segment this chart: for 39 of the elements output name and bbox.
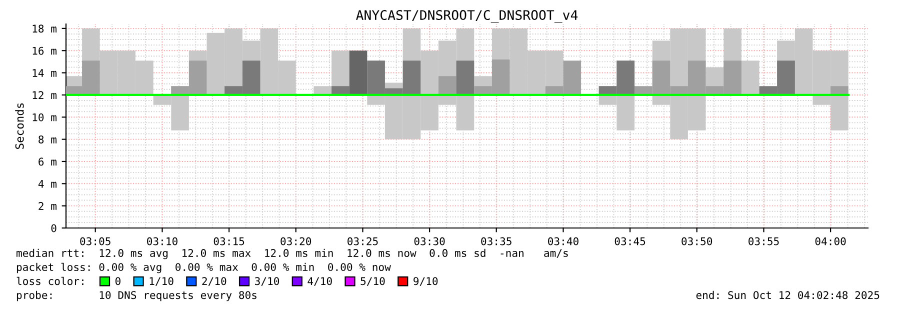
legend-label: 2/10: [202, 277, 226, 286]
text: packet loss: 0.00 % avg 0.00 % max 0.00 % min 0.00 % now: [16, 262, 391, 274]
y-tick-label: 14 m: [32, 69, 56, 77]
bar: [456, 60, 474, 95]
y-tick-label: 0: [51, 224, 56, 232]
y-tick-label: 4 m: [38, 180, 56, 188]
chart-title: ANYCAST/DNSROOT/C_DNSROOT_v4: [356, 10, 578, 23]
x-tick-label: 04:00: [815, 237, 846, 246]
y-tick-label: 16 m: [32, 46, 56, 55]
x-tick-label: 03:55: [748, 237, 779, 246]
legend-label: 5/10: [360, 277, 385, 286]
y-tick-label: 10 m: [32, 113, 56, 122]
x-tick-label: 03:45: [614, 237, 646, 246]
x-tick-label: 03:15: [214, 237, 244, 246]
x-tick-label: 03:20: [280, 237, 312, 246]
y-tick-label: 12 m: [32, 91, 56, 99]
x-tick-label: 03:35: [481, 237, 512, 246]
legend-label: 0: [115, 277, 120, 286]
x-tick-label: 03:30: [414, 237, 445, 246]
legend-label: 4/10: [308, 277, 332, 286]
legend-label: 1/10: [150, 277, 174, 286]
y-tick-label: 18 m: [32, 24, 56, 33]
x-tick-label: 03:50: [682, 237, 712, 246]
text: median rtt: 12.0 ms avg 12.0 ms max 12.0 ms min 12.0 ms now 0.0 ms sd -nan am/s: [16, 248, 568, 260]
x-tick-label: 03:25: [348, 237, 378, 246]
y-tick-label: 2 m: [38, 202, 56, 210]
legend-label: 9/10: [414, 277, 438, 286]
legend-label: 3/10: [255, 277, 280, 286]
x-tick-label: 03:40: [548, 237, 578, 246]
bar: [438, 76, 456, 95]
x-tick-label: 03:10: [147, 237, 178, 246]
bar: [349, 50, 368, 95]
y-tick-label: 6 m: [38, 158, 56, 166]
y-tick-label: 8 m: [38, 136, 56, 144]
text: end: Sun Oct 12 04:02:48 2025: [696, 290, 880, 300]
legend-title: loss color:: [16, 276, 84, 286]
text: probe: 10 DNS requests every 80s: [16, 290, 256, 302]
x-tick-label: 03:05: [80, 237, 110, 246]
y-axis-title: Seconds: [15, 103, 24, 149]
